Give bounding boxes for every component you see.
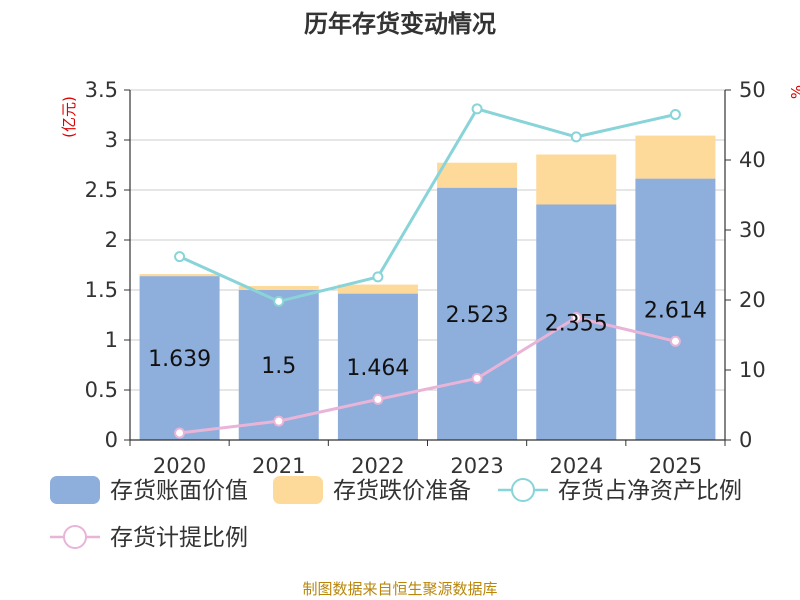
bar-value-label: 2.523 <box>446 303 509 328</box>
point-ratio-net-assets <box>471 103 483 115</box>
x-axis-category-label: 2025 <box>649 454 702 478</box>
legend-item-1-swatch <box>50 476 100 504</box>
bar-layer <box>139 135 716 440</box>
bar-impairment <box>238 286 319 290</box>
point-ratio-net-assets <box>669 109 681 120</box>
line-ratio-net-assets <box>178 107 676 303</box>
right-axis-tick-label: 10 <box>739 358 766 382</box>
bar-impairment <box>635 135 716 179</box>
bar-book-value <box>635 178 716 440</box>
legend-item-4-swatch-marker <box>63 525 87 549</box>
left-axis-tick-label: 1 <box>105 328 118 352</box>
right-axis-tick-label: 50 <box>739 78 766 102</box>
bar-value-label: 1.639 <box>148 347 211 372</box>
point-provision-ratio <box>669 335 681 347</box>
left-axis-tick-label: 0.5 <box>85 378 118 402</box>
bar-value-label: 1.5 <box>261 354 296 379</box>
bar-impairment <box>337 284 418 294</box>
point-provision-ratio <box>174 427 186 439</box>
bar-impairment <box>536 154 617 205</box>
right-axis-tick-label: 40 <box>739 148 766 172</box>
legend-item-1-label: 存货账面价值 <box>110 478 248 504</box>
bar-book-value <box>437 187 518 440</box>
right-axis-tick-label: 30 <box>739 218 766 242</box>
point-ratio-net-assets <box>273 295 285 307</box>
left-axis-tick-label: 1.5 <box>85 278 118 302</box>
line-layer <box>174 103 681 439</box>
left-axis-tick-label: 0 <box>105 428 118 452</box>
point-provision-ratio <box>273 415 285 427</box>
point-ratio-net-assets <box>570 131 582 143</box>
legend-item-3-label: 存货占净资产比例 <box>558 478 742 504</box>
bar-impairment <box>437 162 518 188</box>
x-axis-category-label: 2024 <box>550 454 603 478</box>
point-provision-ratio <box>372 393 384 405</box>
legend-item-2-label: 存货跌价准备 <box>333 478 471 504</box>
point-ratio-net-assets <box>372 271 384 283</box>
label-layer: 1.639 1.5 1.464 2.523 2.355 2.614 <box>148 298 707 381</box>
left-axis-tick-label: 3.5 <box>85 78 118 102</box>
bar-value-label: 2.614 <box>644 298 707 323</box>
legend-item-3-swatch-marker <box>511 478 535 502</box>
point-ratio-net-assets <box>174 251 186 263</box>
right-axis-tick-label: 20 <box>739 288 766 312</box>
x-axis-category-label: 2021 <box>252 454 305 478</box>
x-axis-category-label: 2020 <box>153 454 206 478</box>
bar-book-value <box>337 293 418 440</box>
footer-source: 制图数据来自恒生聚源数据库 <box>302 580 498 598</box>
left-axis-tick-label: 2 <box>105 228 118 252</box>
line-provision-ratio <box>179 315 676 435</box>
bar-value-label: 1.464 <box>346 356 409 381</box>
point-provision-ratio <box>471 372 483 384</box>
axis-layer: 0 0.5 1 1.5 2 2.5 3 3.5 0 10 20 30 40 50 (亿元)% 2020 2021… <box>60 78 800 478</box>
legend-item-2-swatch <box>273 476 323 504</box>
x-axis-category-label: 2023 <box>450 454 503 478</box>
left-axis-tick-label: 3 <box>105 128 118 152</box>
left-axis-unit-label: (亿元) <box>60 96 78 138</box>
grid-layer <box>130 89 725 391</box>
bar-value-label: 2.355 <box>545 311 608 336</box>
bar-impairment <box>139 274 220 277</box>
point-provision-ratio <box>570 312 582 323</box>
chart-title: 历年存货变动情况 <box>304 10 496 38</box>
left-axis-tick-label: 2.5 <box>85 178 118 202</box>
x-axis-category-label: 2022 <box>351 454 404 478</box>
right-axis-tick-label: 0 <box>739 428 752 452</box>
right-axis-unit-label: % <box>788 85 800 99</box>
legend-item-4-label: 存货计提比例 <box>110 525 248 551</box>
bar-book-value <box>139 276 220 440</box>
